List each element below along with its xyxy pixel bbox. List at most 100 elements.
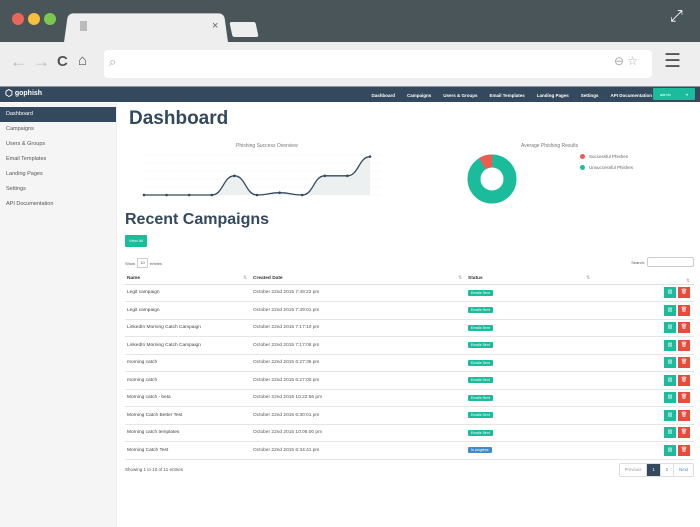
delete-button[interactable]: 🗑 <box>678 357 690 369</box>
status-badge: Emails Sent <box>468 289 493 296</box>
created-date: October 22nd 2015 10:22:56 pm <box>251 389 466 407</box>
reload-icon[interactable]: C <box>57 53 68 70</box>
sidebar-item-landing-pages[interactable]: Landing Pages <box>6 171 43 177</box>
actions-cell: ▥ 🗑 <box>594 441 694 460</box>
nav-campaigns[interactable]: Campaigns <box>406 92 432 98</box>
sidebar-item-settings[interactable]: Settings <box>6 186 26 192</box>
nav-api-documentation[interactable]: API Documentation <box>610 92 652 98</box>
legend-unsuccessful: Unsuccessful Phishes <box>580 165 633 170</box>
delete-button[interactable]: 🗑 <box>678 392 690 404</box>
view-results-button[interactable]: ▥ <box>664 374 676 386</box>
table-row: Legit campaign October 22nd 2015 7:49:01… <box>125 301 694 320</box>
legend-successful: Successful Phishes <box>580 154 628 159</box>
view-results-button[interactable]: ▥ <box>664 409 676 421</box>
pie-chart-title: Average Phishing Results <box>521 143 579 149</box>
sidebar-item-campaigns[interactable]: Campaigns <box>6 126 34 132</box>
campaign-name[interactable]: LinkedIn Morning Catch Campaign <box>125 336 251 355</box>
view-results-button[interactable]: ▥ <box>664 287 676 299</box>
bar-chart-icon: ▥ <box>667 289 673 296</box>
page-length-select[interactable]: 10 <box>137 258 149 268</box>
user-menu-button[interactable]: admin ⇥ <box>653 88 695 100</box>
view-all-button[interactable]: View All <box>125 235 147 247</box>
minimize-window-button[interactable] <box>28 13 40 25</box>
trash-icon: 🗑 <box>680 359 688 366</box>
sidebar-item-email-templates[interactable]: Email Templates <box>6 156 47 162</box>
status-badge: Emails Sent <box>468 412 493 419</box>
delete-button[interactable]: 🗑 <box>678 304 690 316</box>
new-tab-button[interactable] <box>229 22 259 37</box>
next-page-button[interactable]: Next <box>679 467 688 472</box>
campaign-name[interactable]: Legit campaign <box>125 284 251 302</box>
status-badge: Emails Sent <box>468 324 493 331</box>
browser-tab[interactable] <box>63 13 229 44</box>
status-badge: Emails Sent <box>468 394 493 401</box>
campaign-name[interactable]: Morning Catch Test <box>125 441 251 460</box>
campaign-name[interactable]: Morning catch - beta <box>125 389 251 407</box>
delete-button[interactable]: 🗑 <box>678 287 690 299</box>
delete-button[interactable]: 🗑 <box>678 409 690 421</box>
search-label: Search: <box>631 259 645 265</box>
delete-button[interactable]: 🗑 <box>678 322 690 334</box>
delete-button[interactable]: 🗑 <box>678 374 690 386</box>
delete-button[interactable]: 🗑 <box>678 444 690 456</box>
fullscreen-icon[interactable]: ⤢ <box>670 8 683 25</box>
campaign-name[interactable]: Legit campaign <box>125 301 251 320</box>
col-created-date[interactable]: Created Date ⇅ <box>251 274 466 285</box>
sidebar-item-api-documentation[interactable]: API Documentation <box>6 201 54 207</box>
view-results-button[interactable]: ▥ <box>664 392 676 404</box>
nav-settings[interactable]: Settings <box>580 92 599 98</box>
home-icon[interactable]: ⌂ <box>78 52 88 69</box>
sidebar: Dashboard Campaigns Users & Groups Email… <box>0 103 117 527</box>
url-bar[interactable]: ⌕ ⊖ ☆ <box>104 50 652 78</box>
nav-email-templates[interactable]: Email Templates <box>489 92 525 98</box>
campaigns-table: Name ⇅ Created Date ⇅ Status ⇅ ⇅ Legit camp… <box>125 274 694 460</box>
view-results-button[interactable]: ▥ <box>664 357 676 369</box>
view-results-button[interactable]: ▥ <box>664 444 676 456</box>
menu-icon[interactable]: ☰ <box>664 51 682 72</box>
page-1-button[interactable]: 1 <box>647 464 661 476</box>
forward-icon[interactable]: → <box>33 52 50 71</box>
col-actions[interactable]: ⇅ <box>594 274 694 285</box>
table-row: LinkedIn Morning Catch Campaign October … <box>125 336 694 355</box>
bookmark-star-icon[interactable]: ☆ <box>627 54 638 68</box>
maximize-window-button[interactable] <box>44 13 56 25</box>
actions-cell: ▥ 🗑 <box>594 371 694 390</box>
campaign-name[interactable]: morning catch <box>125 371 251 390</box>
sort-icon: ⇅ <box>685 278 690 284</box>
trash-icon: 🗑 <box>680 446 688 453</box>
page-2-button[interactable]: 2 <box>661 464 675 476</box>
back-icon[interactable]: ← <box>10 52 27 71</box>
top-navbar: ⬡ gophish Dashboard Campaigns Users & Gro… <box>0 86 700 102</box>
view-results-button[interactable]: ▥ <box>664 304 676 316</box>
view-results-button[interactable]: ▥ <box>664 339 676 351</box>
delete-button[interactable]: 🗑 <box>678 339 690 351</box>
bar-chart-icon: ▥ <box>667 324 673 331</box>
table-row: Morning Catch Better Test October 22nd 2… <box>125 406 694 425</box>
nav-landing-pages[interactable]: Landing Pages <box>536 92 569 98</box>
col-name[interactable]: Name ⇅ <box>125 274 251 285</box>
sidebar-item-users-groups[interactable]: Users & Groups <box>6 141 46 147</box>
view-results-button[interactable]: ▥ <box>664 427 676 439</box>
created-date: October 22nd 2015 6:30:01 pm <box>251 406 466 425</box>
nav-dashboard[interactable]: Dashboard <box>371 92 395 98</box>
nav-users-groups[interactable]: Users & Groups <box>443 92 478 98</box>
status-badge: Emails Sent <box>468 429 493 436</box>
sidebar-item-dashboard[interactable]: Dashboard <box>0 107 116 122</box>
campaign-name[interactable]: Morning catch templates <box>125 424 251 442</box>
campaign-name[interactable]: LinkedIn Morning Catch Campaign <box>125 319 251 337</box>
close-window-button[interactable] <box>12 13 24 25</box>
view-results-button[interactable]: ▥ <box>664 322 676 334</box>
delete-button[interactable]: 🗑 <box>678 427 690 439</box>
zoom-icon[interactable]: ⊖ <box>613 54 624 68</box>
prev-page-button[interactable]: Previous <box>620 464 648 476</box>
search-input[interactable] <box>647 257 694 267</box>
brand-logo[interactable]: ⬡ gophish <box>5 88 42 99</box>
page-title: Dashboard <box>129 108 229 129</box>
col-status[interactable]: Status ⇅ <box>466 274 594 285</box>
close-tab-icon[interactable]: × <box>212 20 219 32</box>
status-cell: Emails Sent <box>466 354 594 372</box>
campaign-name[interactable]: Morning Catch Better Test <box>125 406 251 425</box>
logout-icon[interactable]: ⇥ <box>684 91 689 97</box>
table-row: Morning Catch Test October 22nd 2015 6:3… <box>125 441 694 460</box>
campaign-name[interactable]: morning catch <box>125 354 251 372</box>
